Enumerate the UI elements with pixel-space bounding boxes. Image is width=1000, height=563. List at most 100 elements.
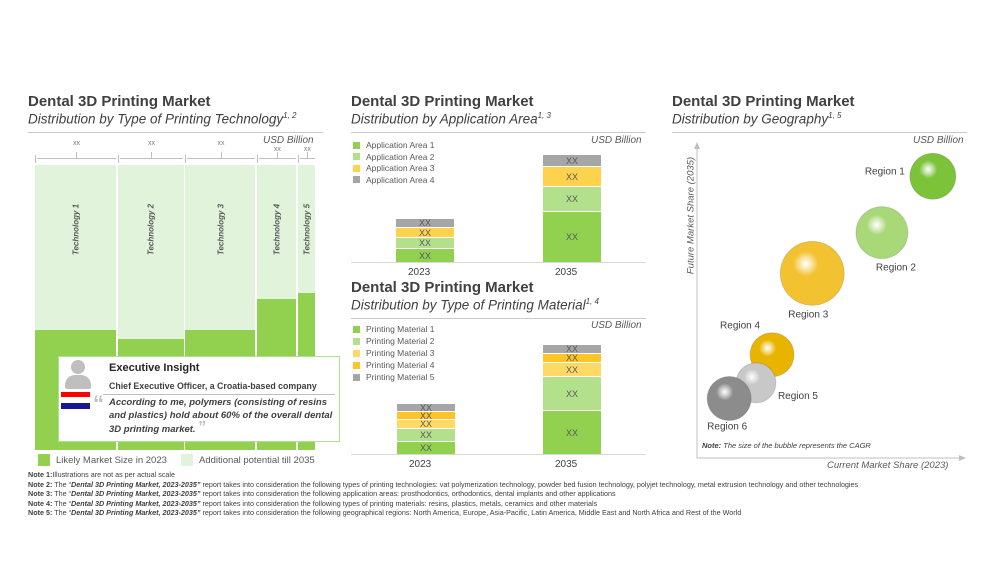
- tech-arrow-tick: [76, 152, 78, 158]
- note-line: Note 2: The “Dental 3D Printing Market, …: [28, 480, 978, 490]
- bar-segment: XX: [543, 410, 601, 454]
- bar-segment: XX: [397, 403, 455, 413]
- legend-label: Additional potential till 2035: [199, 454, 315, 466]
- bubble-label: Region 5: [778, 391, 818, 402]
- tech-value-label: xx: [72, 140, 80, 147]
- tech-width-arrow: [119, 158, 184, 159]
- mat-unit: USD Billion: [591, 320, 642, 331]
- tech-subtitle: Distribution by Type of Printing Technol…: [28, 111, 296, 127]
- geo-note-label: Note:: [702, 441, 722, 450]
- note-report: Dental 3D Printing Market, 2023-2035”: [71, 479, 201, 489]
- note-line: Note 5: The “Dental 3D Printing Market, …: [28, 508, 978, 518]
- executive-insight-card: Executive Insight Chief Executive Office…: [58, 356, 340, 442]
- tech-value-label: xx: [147, 140, 155, 147]
- tech-value-label: xx: [273, 146, 281, 153]
- legend-swatch: [353, 176, 360, 183]
- insight-title: Executive Insight: [109, 362, 200, 374]
- bubble-region-3: [779, 240, 845, 306]
- legend-label: Application Area 2: [366, 151, 435, 162]
- person-icon: [64, 360, 92, 390]
- tech-arrow-tick: [151, 152, 153, 158]
- bar-segment: XX: [396, 237, 454, 248]
- legend-label: Printing Material 3: [366, 348, 435, 358]
- note-label: Note 2:: [28, 479, 53, 489]
- mat-subtitle-text: Distribution by Type of Printing Materia…: [351, 297, 586, 313]
- legend-label: Likely Market Size in 2023: [56, 454, 167, 466]
- geo-title: Dental 3D Printing Market: [672, 93, 855, 110]
- note-pre: The “: [52, 479, 72, 489]
- tech-arrow-tick: [277, 152, 279, 158]
- legend-swatch: [38, 454, 50, 466]
- y-axis-arrow-icon: [694, 142, 700, 149]
- app-unit: USD Billion: [591, 135, 642, 146]
- legend-item: Application Area 2: [353, 152, 435, 162]
- geo-subtitle-text: Distribution by Geography: [672, 111, 829, 127]
- legend-label: Application Area 4: [366, 174, 435, 185]
- legend-item: Printing Material 1: [353, 324, 435, 334]
- legend-label: Printing Material 1: [366, 324, 435, 334]
- note-text: report takes into consideration the foll…: [200, 498, 598, 508]
- tech-title: Dental 3D Printing Market: [28, 93, 211, 110]
- note-label: Note 4:: [28, 498, 53, 508]
- bar-segment: XX: [397, 441, 455, 454]
- x-axis-arrow-icon: [959, 455, 966, 461]
- tech-subtitle-text: Distribution by Type of Printing Technol…: [28, 111, 284, 127]
- note-text: report takes into consideration the foll…: [200, 479, 859, 489]
- bubble-label: Region 3: [788, 309, 828, 320]
- legend-swatch: [353, 141, 360, 149]
- note-pre: Illustrations are not as per actual scal…: [52, 470, 176, 479]
- tech-arrow-end: [185, 155, 187, 163]
- mat-sup: 1, 4: [585, 297, 599, 306]
- legend-item: Printing Material 5: [353, 372, 435, 382]
- bar-segment: XX: [543, 211, 601, 262]
- note-label: Note 3:: [28, 489, 53, 499]
- legend-item: Printing Material 2: [353, 336, 435, 346]
- note-line: Note 1:Illustrations are not as per actu…: [28, 470, 978, 480]
- bar-segment: XX: [543, 376, 601, 410]
- bar-segment: XX: [396, 218, 454, 228]
- legend-swatch: [353, 164, 360, 172]
- note-label: Note 1:: [28, 470, 53, 479]
- tech-arrow-end: [256, 155, 258, 163]
- bar-segment: XX: [543, 344, 601, 354]
- geo-sup: 1, 5: [828, 111, 842, 120]
- divider: [28, 132, 323, 133]
- tech-width-arrow: [258, 158, 296, 159]
- legend-item: Application Area 3: [353, 163, 435, 173]
- legend-label: Application Area 1: [366, 140, 435, 150]
- tech-width-arrow: [299, 158, 315, 159]
- insight-person: Chief Executive Officer, a Croatia-based…: [109, 381, 317, 391]
- note-text: report takes into consideration the foll…: [200, 489, 616, 499]
- legend-2035: Additional potential till 2035: [181, 454, 315, 466]
- divider: [103, 394, 335, 395]
- legend-label: Printing Material 5: [366, 372, 435, 382]
- year-label: 2023: [408, 267, 431, 278]
- divider: [351, 132, 646, 133]
- legend-label: Printing Material 4: [366, 360, 435, 370]
- divider: [351, 318, 646, 319]
- legend-swatch: [181, 454, 193, 466]
- bubble-region-6: [706, 376, 752, 422]
- bubble-label: Region 6: [707, 422, 747, 433]
- tech-arrow-end: [297, 155, 299, 163]
- legend-swatch: [353, 153, 360, 160]
- legend-swatch: [353, 349, 360, 357]
- legend-swatch: [353, 373, 360, 381]
- note-text: report takes into consideration the foll…: [200, 508, 742, 518]
- bar-segment: XX: [543, 362, 601, 376]
- insight-quote-text: According to me, polymers (consisting of…: [109, 397, 333, 435]
- geo-unit: USD Billion: [913, 135, 964, 146]
- legend-swatch: [353, 325, 360, 333]
- note-line: Note 4: The “Dental 3D Printing Market, …: [28, 499, 978, 509]
- year-label: 2035: [555, 459, 578, 470]
- legend-item: Application Area 1: [353, 140, 435, 150]
- geo-xlabel: Current Market Share (2023): [827, 460, 949, 471]
- bar-segment: XX: [396, 248, 454, 262]
- tech-sup: 1, 2: [283, 111, 297, 120]
- legend-item: Printing Material 4: [353, 360, 435, 370]
- bar-segment: XX: [543, 154, 601, 166]
- bubble-label: Region 2: [876, 263, 916, 274]
- mat-subtitle: Distribution by Type of Printing Materia…: [351, 297, 599, 313]
- bubble-label: Region 1: [865, 166, 905, 177]
